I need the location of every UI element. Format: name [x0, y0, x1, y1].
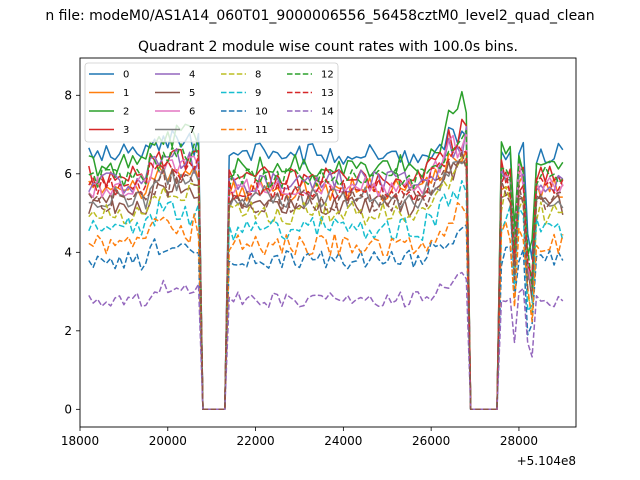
y-axis: 0 2 4 6 8	[64, 88, 80, 416]
axes-frame	[79, 57, 577, 428]
x-tick-label: 24000	[324, 434, 362, 448]
legend-label-11: 11	[255, 125, 268, 136]
y-tick-label: 4	[64, 245, 72, 259]
legend-label-10: 10	[255, 107, 268, 118]
legend-label-6: 6	[189, 107, 195, 118]
legend-label-13: 13	[321, 88, 334, 99]
x-tick-label: 28000	[500, 434, 538, 448]
legend-label-2: 2	[123, 107, 129, 118]
y-tick-label: 0	[64, 402, 72, 416]
chart-title: Quadrant 2 module wise count rates with …	[138, 39, 518, 55]
series-layer	[88, 90, 564, 411]
legend-label-7: 7	[189, 125, 195, 136]
legend-box	[84, 62, 339, 143]
x-axis: 18000 20000 22000 24000 26000 28000	[61, 427, 538, 448]
legend-label-1: 1	[123, 88, 129, 99]
x-offset-label: +5.104e8	[517, 454, 576, 468]
x-tick-label: 22000	[236, 434, 274, 448]
legend-label-0: 0	[123, 70, 129, 81]
legend-label-4: 4	[189, 70, 195, 81]
legend-label-12: 12	[321, 70, 334, 81]
x-tick-label: 26000	[412, 434, 450, 448]
legend-label-5: 5	[189, 88, 195, 99]
legend-label-14: 14	[321, 107, 334, 118]
legend-label-8: 8	[255, 70, 261, 81]
y-tick-label: 2	[64, 324, 72, 338]
series-line-15	[88, 150, 563, 411]
y-tick-label: 8	[64, 88, 72, 102]
legend-label-3: 3	[123, 125, 129, 136]
legend-label-15: 15	[321, 125, 334, 136]
x-tick-label: 20000	[149, 434, 187, 448]
y-tick-label: 6	[64, 167, 72, 181]
x-tick-label: 18000	[61, 434, 99, 448]
legend-label-9: 9	[255, 88, 261, 99]
figure-suptitle: n file: modeM0/AS1A14_060T01_9000006556_…	[45, 8, 594, 24]
